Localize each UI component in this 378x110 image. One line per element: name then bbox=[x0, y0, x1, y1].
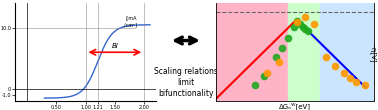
Point bbox=[324, 56, 330, 58]
Bar bbox=[321, 3, 374, 101]
Point bbox=[311, 23, 318, 25]
Point bbox=[305, 30, 311, 32]
Point bbox=[302, 28, 308, 30]
Point bbox=[296, 23, 302, 25]
Point bbox=[299, 26, 305, 28]
Point bbox=[353, 81, 359, 82]
Point bbox=[273, 56, 279, 58]
Point bbox=[285, 37, 291, 39]
Bar bbox=[288, 3, 321, 101]
Text: Scaling relations
limit
bifunctionality: Scaling relations limit bifunctionality bbox=[154, 67, 218, 98]
Point bbox=[261, 75, 267, 76]
Point bbox=[291, 26, 297, 28]
Point bbox=[347, 77, 353, 79]
Point bbox=[252, 84, 258, 86]
Point bbox=[276, 61, 282, 62]
Point bbox=[279, 47, 285, 49]
Text: j[mA
/cm²]: j[mA /cm²] bbox=[124, 16, 137, 27]
Point bbox=[362, 84, 368, 86]
Bar bbox=[216, 3, 288, 101]
Text: BI: BI bbox=[112, 43, 118, 49]
Point bbox=[302, 16, 308, 18]
Point bbox=[341, 72, 347, 74]
Point bbox=[263, 72, 270, 74]
Point bbox=[332, 65, 338, 67]
Y-axis label: −η[V]: −η[V] bbox=[369, 42, 376, 63]
Point bbox=[293, 21, 299, 23]
X-axis label: ΔGₒᵂ[eV]: ΔGₒᵂ[eV] bbox=[279, 103, 311, 110]
Point bbox=[293, 20, 299, 22]
